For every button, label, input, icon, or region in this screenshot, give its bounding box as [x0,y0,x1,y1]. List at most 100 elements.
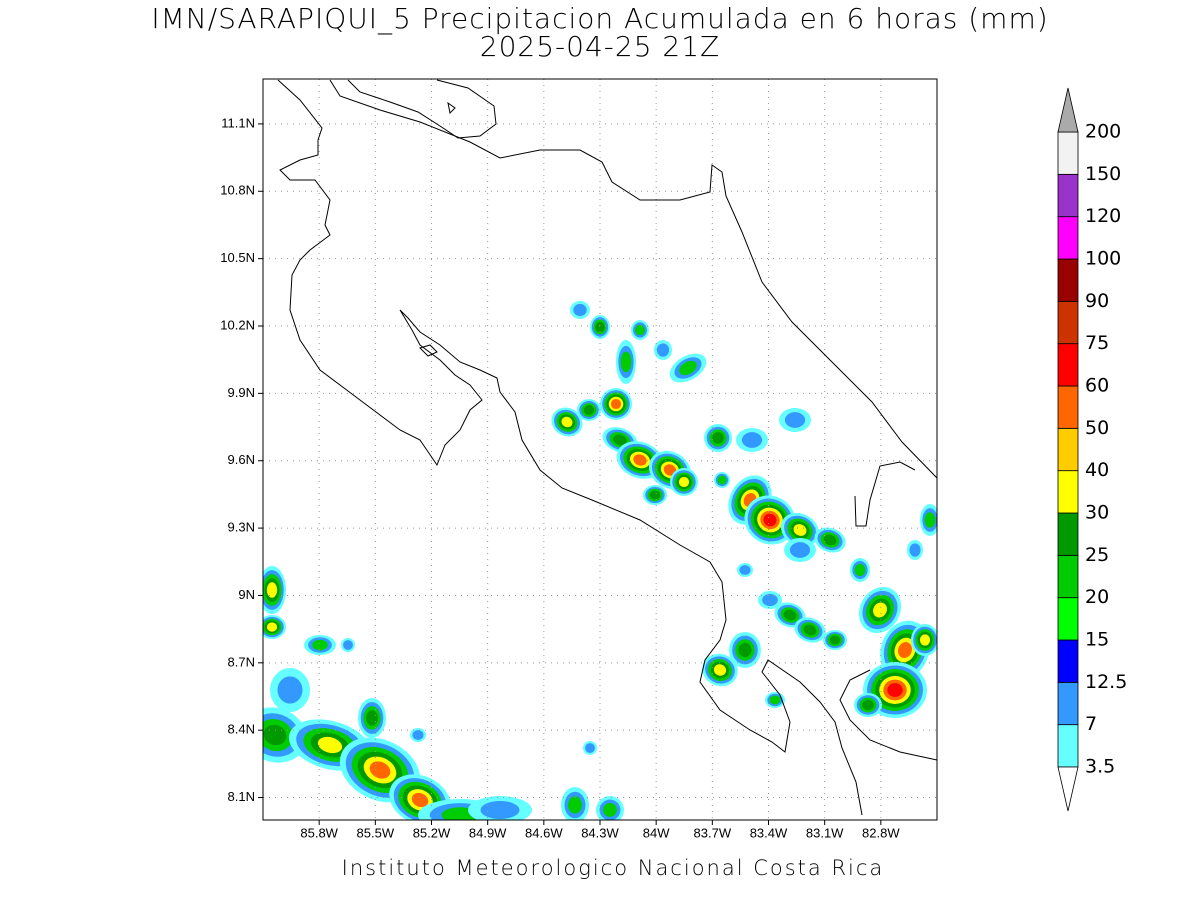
y-tick-label: 8.4N [228,722,255,737]
precip-cell [583,405,595,415]
colorbar-label: 25 [1085,544,1109,566]
map-footer: Instituto Meteorologico Nacional Costa R… [342,856,885,880]
y-tick-label: 10.2N [220,317,255,332]
colorbar-label: 100 [1085,248,1121,270]
precip-cell [717,475,727,485]
colorbar-box [1057,639,1079,683]
precip-cell [312,639,328,651]
precip-cell [784,412,806,428]
x-tick-label: 84.3W [581,825,619,840]
x-tick-label: 85.8W [300,825,338,840]
colorbar-box [1057,173,1079,218]
precip-cell [679,360,697,376]
y-tick-label: 8.1N [228,789,255,804]
precipitation-field [263,301,937,820]
precip-cell [343,640,353,650]
precip-cell [873,602,887,618]
precip-cell [610,398,622,410]
coastlines [277,79,937,816]
x-tick-label: 84.6W [525,825,563,840]
x-tick-label: 85.5W [357,825,395,840]
precip-cell [568,796,582,814]
colorbar-box [1057,681,1079,726]
precip-cell [635,324,645,336]
colorbar: 3.5 7 12.5 15 20 25 30 40 50 60 75 90 100 120 150 200 [1057,87,1127,812]
precip-cell [266,622,278,632]
y-tick-label: 9N [238,587,255,602]
colorbar-box [1057,554,1079,599]
precip-cell [277,676,303,704]
colorbar-label: 15 [1085,629,1109,651]
precip-cell [678,476,690,488]
precip-cell [738,642,752,658]
precip-cell [633,454,647,466]
colorbar-label: 7 [1085,713,1097,735]
precip-cell [898,642,912,658]
precip-cell [789,542,811,558]
y-tick-label: 10.8N [220,183,255,198]
y-tick-label: 11.1N [221,115,255,130]
precip-cell [649,490,661,500]
colorbar-label: 3.5 [1085,756,1115,778]
precip-cell [829,635,841,645]
colorbar-box [1057,724,1079,768]
precip-cell [613,434,627,446]
precip-cell [411,792,429,808]
colorbar-label: 75 [1085,332,1109,354]
precip-cell [793,524,807,536]
precip-cell [763,513,777,527]
colorbar-label: 200 [1085,121,1121,143]
precip-cell [656,343,670,357]
precip-cell [480,801,520,819]
grid [263,79,937,820]
precip-cell [585,743,595,753]
x-tick-label: 83.7W [694,825,732,840]
x-tick-label: 82.8W [862,825,900,840]
colorbar-label: 60 [1085,375,1109,397]
colorbar-box [1057,343,1079,387]
precip-cell [369,761,391,779]
y-tick-label: 9.3N [228,520,255,535]
y-tick-label: 9.9N [228,385,255,400]
precip-cell [919,634,931,646]
precip-cell [924,512,936,528]
axis-ticks: 85.8W 85.5W 85.2W 84.9W 84.6W 84.3W 84W 83.7W 83… [220,115,900,840]
colorbar-box [1057,258,1079,302]
colorbar-label: 120 [1085,205,1121,227]
colorbar-label: 30 [1085,502,1109,524]
colorbar-label: 90 [1085,290,1109,312]
y-tick-label: 9.6N [228,452,255,467]
precip-cell [762,593,778,607]
precip-cell [909,543,921,557]
island [419,101,456,357]
colorbar-box [1057,385,1079,429]
x-tick-label: 84.9W [469,825,507,840]
colorbar-label: 150 [1085,163,1121,185]
colorbar-box [1057,470,1079,514]
coastline [347,79,497,139]
precip-cell [712,432,724,444]
precip-cell [412,730,424,740]
precip-cell [366,710,378,726]
precip-cell [603,803,617,817]
y-tick-label: 8.7N [228,654,255,669]
precip-cell [620,351,632,373]
precip-cell [266,582,278,598]
precip-cell [887,683,903,697]
colorbar-box [1057,597,1079,641]
colorbar-box [1057,216,1079,260]
precip-cell [739,565,751,575]
precip-cell [854,563,866,577]
colorbar-label: 20 [1085,586,1109,608]
colorbar-box [1057,427,1079,472]
colorbar-box [1057,300,1079,345]
colorbar-label: 12.5 [1085,671,1127,693]
precip-cell [561,416,573,428]
precip-cell [741,432,763,448]
border [839,461,937,761]
precip-cell [803,624,817,636]
precip-cell [317,736,343,754]
x-tick-label: 85.2W [413,825,451,840]
map-title: IMN/SARAPIQUI_5 Precipitacion Acumulada … [151,2,1048,36]
